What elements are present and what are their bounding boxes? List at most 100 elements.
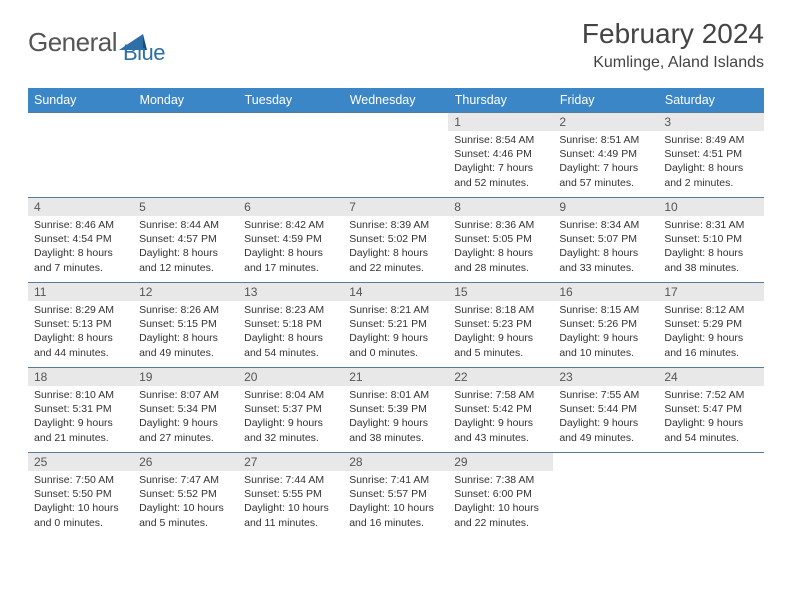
day-details: Sunrise: 8:34 AMSunset: 5:07 PMDaylight:… xyxy=(553,216,658,279)
day-details: Sunrise: 8:26 AMSunset: 5:15 PMDaylight:… xyxy=(133,301,238,364)
day-details: Sunrise: 7:41 AMSunset: 5:57 PMDaylight:… xyxy=(343,471,448,534)
sunset-line: Sunset: 5:52 PM xyxy=(139,487,232,501)
calendar-day-cell: 19Sunrise: 8:07 AMSunset: 5:34 PMDayligh… xyxy=(133,368,238,453)
daylight-line: Daylight: 10 hours and 11 minutes. xyxy=(244,501,337,529)
calendar-day-cell: 13Sunrise: 8:23 AMSunset: 5:18 PMDayligh… xyxy=(238,283,343,368)
sunset-line: Sunset: 5:26 PM xyxy=(559,317,652,331)
sunrise-line: Sunrise: 7:41 AM xyxy=(349,473,442,487)
day-number: 23 xyxy=(553,368,658,386)
sunset-line: Sunset: 5:37 PM xyxy=(244,402,337,416)
day-number: 3 xyxy=(658,113,763,131)
sunset-line: Sunset: 4:59 PM xyxy=(244,232,337,246)
calendar-day-cell: 16Sunrise: 8:15 AMSunset: 5:26 PMDayligh… xyxy=(553,283,658,368)
sunrise-line: Sunrise: 8:21 AM xyxy=(349,303,442,317)
sunrise-line: Sunrise: 8:44 AM xyxy=(139,218,232,232)
daylight-line: Daylight: 8 hours and 7 minutes. xyxy=(34,246,127,274)
day-details: Sunrise: 8:46 AMSunset: 4:54 PMDaylight:… xyxy=(28,216,133,279)
calendar-day-cell xyxy=(658,453,763,538)
weekday-header: Saturday xyxy=(658,88,763,113)
day-details: Sunrise: 7:38 AMSunset: 6:00 PMDaylight:… xyxy=(448,471,553,534)
daylight-line: Daylight: 8 hours and 2 minutes. xyxy=(664,161,757,189)
day-details: Sunrise: 8:01 AMSunset: 5:39 PMDaylight:… xyxy=(343,386,448,449)
sunrise-line: Sunrise: 8:36 AM xyxy=(454,218,547,232)
day-details: Sunrise: 7:50 AMSunset: 5:50 PMDaylight:… xyxy=(28,471,133,534)
calendar-day-cell: 15Sunrise: 8:18 AMSunset: 5:23 PMDayligh… xyxy=(448,283,553,368)
daylight-line: Daylight: 8 hours and 17 minutes. xyxy=(244,246,337,274)
sunset-line: Sunset: 5:18 PM xyxy=(244,317,337,331)
sunset-line: Sunset: 5:57 PM xyxy=(349,487,442,501)
daylight-line: Daylight: 9 hours and 16 minutes. xyxy=(664,331,757,359)
day-number: 22 xyxy=(448,368,553,386)
sunset-line: Sunset: 5:50 PM xyxy=(34,487,127,501)
calendar-day-cell: 6Sunrise: 8:42 AMSunset: 4:59 PMDaylight… xyxy=(238,198,343,283)
sunset-line: Sunset: 4:46 PM xyxy=(454,147,547,161)
sunrise-line: Sunrise: 8:07 AM xyxy=(139,388,232,402)
sunrise-line: Sunrise: 7:58 AM xyxy=(454,388,547,402)
sunset-line: Sunset: 5:47 PM xyxy=(664,402,757,416)
brand-word2: Blue xyxy=(123,40,165,66)
day-number: 7 xyxy=(343,198,448,216)
calendar-week-row: 11Sunrise: 8:29 AMSunset: 5:13 PMDayligh… xyxy=(28,283,764,368)
day-details: Sunrise: 8:54 AMSunset: 4:46 PMDaylight:… xyxy=(448,131,553,194)
sunrise-line: Sunrise: 8:39 AM xyxy=(349,218,442,232)
calendar-day-cell: 7Sunrise: 8:39 AMSunset: 5:02 PMDaylight… xyxy=(343,198,448,283)
day-number: 9 xyxy=(553,198,658,216)
sunrise-line: Sunrise: 8:42 AM xyxy=(244,218,337,232)
day-number: 12 xyxy=(133,283,238,301)
day-details: Sunrise: 8:07 AMSunset: 5:34 PMDaylight:… xyxy=(133,386,238,449)
day-number: 29 xyxy=(448,453,553,471)
daylight-line: Daylight: 9 hours and 43 minutes. xyxy=(454,416,547,444)
day-number: 4 xyxy=(28,198,133,216)
sunrise-line: Sunrise: 8:26 AM xyxy=(139,303,232,317)
day-details: Sunrise: 8:04 AMSunset: 5:37 PMDaylight:… xyxy=(238,386,343,449)
calendar-day-cell: 5Sunrise: 8:44 AMSunset: 4:57 PMDaylight… xyxy=(133,198,238,283)
calendar-day-cell: 8Sunrise: 8:36 AMSunset: 5:05 PMDaylight… xyxy=(448,198,553,283)
calendar-day-cell: 1Sunrise: 8:54 AMSunset: 4:46 PMDaylight… xyxy=(448,113,553,198)
calendar-table: SundayMondayTuesdayWednesdayThursdayFrid… xyxy=(28,88,764,538)
sunset-line: Sunset: 5:44 PM xyxy=(559,402,652,416)
day-details: Sunrise: 8:39 AMSunset: 5:02 PMDaylight:… xyxy=(343,216,448,279)
day-number: 21 xyxy=(343,368,448,386)
weekday-header: Sunday xyxy=(28,88,133,113)
brand-logo: General Blue xyxy=(28,18,165,66)
day-details: Sunrise: 8:29 AMSunset: 5:13 PMDaylight:… xyxy=(28,301,133,364)
weekday-header: Monday xyxy=(133,88,238,113)
day-number: 19 xyxy=(133,368,238,386)
location-label: Kumlinge, Aland Islands xyxy=(582,54,764,72)
day-details: Sunrise: 8:18 AMSunset: 5:23 PMDaylight:… xyxy=(448,301,553,364)
day-details: Sunrise: 8:44 AMSunset: 4:57 PMDaylight:… xyxy=(133,216,238,279)
day-number: 25 xyxy=(28,453,133,471)
calendar-day-cell: 14Sunrise: 8:21 AMSunset: 5:21 PMDayligh… xyxy=(343,283,448,368)
calendar-day-cell: 22Sunrise: 7:58 AMSunset: 5:42 PMDayligh… xyxy=(448,368,553,453)
day-details: Sunrise: 8:36 AMSunset: 5:05 PMDaylight:… xyxy=(448,216,553,279)
sunset-line: Sunset: 4:49 PM xyxy=(559,147,652,161)
calendar-body: 1Sunrise: 8:54 AMSunset: 4:46 PMDaylight… xyxy=(28,113,764,538)
day-number: 24 xyxy=(658,368,763,386)
day-details: Sunrise: 7:44 AMSunset: 5:55 PMDaylight:… xyxy=(238,471,343,534)
daylight-line: Daylight: 8 hours and 12 minutes. xyxy=(139,246,232,274)
daylight-line: Daylight: 9 hours and 0 minutes. xyxy=(349,331,442,359)
sunrise-line: Sunrise: 8:34 AM xyxy=(559,218,652,232)
sunset-line: Sunset: 5:15 PM xyxy=(139,317,232,331)
day-number: 16 xyxy=(553,283,658,301)
day-details: Sunrise: 8:10 AMSunset: 5:31 PMDaylight:… xyxy=(28,386,133,449)
weekday-header: Tuesday xyxy=(238,88,343,113)
calendar-day-cell: 26Sunrise: 7:47 AMSunset: 5:52 PMDayligh… xyxy=(133,453,238,538)
month-title: February 2024 xyxy=(582,18,764,50)
day-details: Sunrise: 8:51 AMSunset: 4:49 PMDaylight:… xyxy=(553,131,658,194)
calendar-week-row: 1Sunrise: 8:54 AMSunset: 4:46 PMDaylight… xyxy=(28,113,764,198)
sunset-line: Sunset: 5:23 PM xyxy=(454,317,547,331)
calendar-day-cell: 11Sunrise: 8:29 AMSunset: 5:13 PMDayligh… xyxy=(28,283,133,368)
day-number: 11 xyxy=(28,283,133,301)
daylight-line: Daylight: 8 hours and 54 minutes. xyxy=(244,331,337,359)
day-number: 10 xyxy=(658,198,763,216)
daylight-line: Daylight: 9 hours and 54 minutes. xyxy=(664,416,757,444)
day-number: 8 xyxy=(448,198,553,216)
calendar-week-row: 4Sunrise: 8:46 AMSunset: 4:54 PMDaylight… xyxy=(28,198,764,283)
sunset-line: Sunset: 4:57 PM xyxy=(139,232,232,246)
calendar-day-cell xyxy=(133,113,238,198)
daylight-line: Daylight: 10 hours and 5 minutes. xyxy=(139,501,232,529)
sunrise-line: Sunrise: 8:49 AM xyxy=(664,133,757,147)
daylight-line: Daylight: 8 hours and 33 minutes. xyxy=(559,246,652,274)
daylight-line: Daylight: 10 hours and 16 minutes. xyxy=(349,501,442,529)
